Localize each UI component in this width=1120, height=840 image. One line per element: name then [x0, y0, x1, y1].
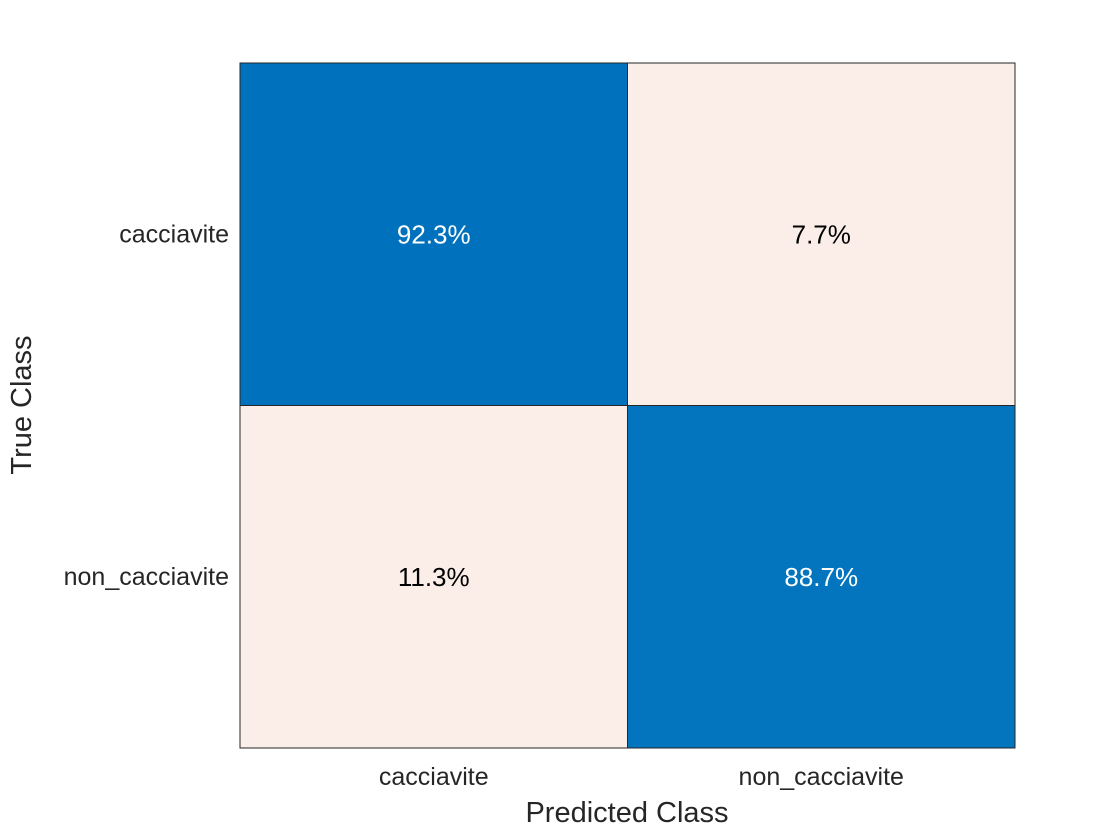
heatmap-cell [239, 405, 628, 749]
cell-value-label: 11.3% [398, 562, 470, 592]
heatmap-cell [627, 405, 1016, 749]
y-tick-label: cacciavite [119, 220, 229, 248]
y-tick-label: non_cacciavite [64, 563, 229, 591]
y-axis-label: True Class [6, 335, 38, 474]
x-tick-label: non_cacciavite [739, 763, 904, 791]
heatmap-cell [239, 62, 628, 406]
y-tick-labels: cacciavite non_cacciavite [64, 220, 229, 591]
cell-value-label: 7.7% [792, 219, 851, 249]
x-tick-labels: cacciavite non_cacciavite [379, 763, 904, 791]
plot-frame [239, 62, 1016, 749]
heatmap-cells [239, 62, 1016, 749]
cell-value-label: 92.3% [397, 219, 471, 249]
cell-value-label: 88.7% [784, 562, 858, 592]
x-axis-label: Predicted Class [525, 797, 728, 829]
heatmap-cell [627, 62, 1016, 406]
heatmap-cell-labels: 92.3% 7.7% 11.3% 88.7% [397, 219, 858, 592]
x-tick-label: cacciavite [379, 763, 489, 791]
